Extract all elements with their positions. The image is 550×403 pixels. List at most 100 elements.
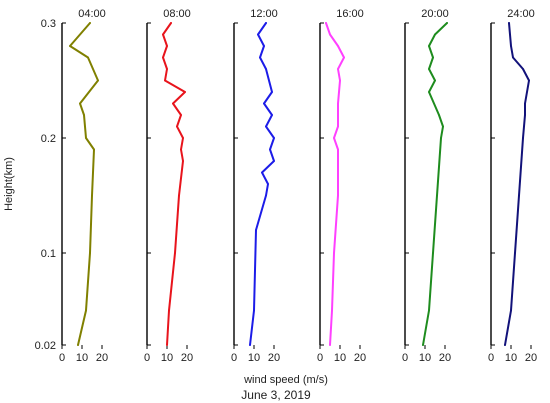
data-point [504, 344, 506, 346]
data-point [174, 252, 176, 254]
data-point [428, 45, 430, 47]
panel-5: 0 10 20 24:00 [488, 8, 537, 364]
x-axis-title: wind speed (m/s) [243, 374, 328, 386]
x-tick-label: 20 [525, 352, 537, 364]
data-point [337, 194, 339, 197]
panel-3: 0 10 20 16:00 [317, 8, 366, 364]
data-point [265, 68, 267, 70]
x-tick-label: 0 [402, 352, 408, 364]
data-point [337, 102, 339, 105]
x-tick-label: 10 [248, 352, 260, 364]
data-point [89, 252, 91, 254]
panel-2: 0 10 20 12:00 [231, 8, 280, 364]
y-tick-label: 0.1 [41, 248, 56, 260]
x-tick-label: 10 [334, 352, 346, 364]
data-point [162, 33, 164, 36]
data-point [89, 22, 91, 24]
x-tick-label: 0 [488, 352, 494, 364]
panel-0: 0 10 20 04:00 [59, 8, 108, 364]
panel-title: 12:00 [250, 8, 278, 20]
y-axis-title-group: Height(km) [3, 157, 15, 211]
data-point [170, 22, 172, 24]
data-point [265, 125, 267, 128]
data-point [522, 137, 524, 139]
x-tick-label: 10 [161, 352, 173, 364]
data-point [263, 102, 265, 105]
data-point [273, 160, 275, 162]
data-point [510, 45, 512, 47]
data-point [442, 125, 444, 128]
data-point [97, 79, 99, 82]
data-point [440, 137, 442, 139]
data-point [87, 56, 89, 59]
data-point [255, 229, 257, 231]
y-axis-title: Height(km) [3, 157, 15, 211]
data-point [265, 194, 267, 197]
data-point [331, 309, 333, 312]
data-point [271, 114, 273, 116]
data-point [182, 137, 184, 139]
data-point [518, 194, 520, 197]
data-point [261, 171, 263, 174]
panel-title: 24:00 [507, 8, 535, 20]
data-point [180, 148, 182, 151]
panel-title: 08:00 [163, 8, 191, 20]
x-tick-label: 10 [505, 352, 517, 364]
data-point [432, 56, 434, 59]
data-point [77, 344, 79, 346]
data-point [333, 137, 335, 139]
x-tick-label: 0 [144, 352, 150, 364]
data-point [434, 79, 436, 82]
data-point [512, 56, 514, 59]
x-tick-label: 20 [354, 352, 366, 364]
y-tick-label: 0.3 [41, 18, 56, 30]
data-point [428, 309, 430, 312]
data-point [176, 125, 178, 128]
data-point [166, 344, 168, 346]
data-point [263, 45, 265, 47]
data-point [164, 79, 166, 82]
data-point [249, 344, 251, 346]
panel-1: 0 10 20 08:00 [144, 8, 193, 364]
data-point [428, 91, 430, 93]
data-point [269, 148, 271, 151]
data-point [432, 252, 434, 254]
data-point [166, 68, 168, 70]
panel-4: 0 10 20 20:00 [402, 8, 451, 364]
panel-title: 16:00 [336, 8, 364, 20]
data-point [434, 33, 436, 36]
data-point [528, 79, 530, 82]
data-point [69, 45, 71, 47]
data-point [524, 102, 526, 105]
data-point [168, 309, 170, 312]
series-line [504, 22, 530, 346]
data-point [339, 79, 341, 82]
data-point [259, 56, 261, 59]
x-tick-label: 20 [181, 352, 193, 364]
data-point [85, 309, 87, 312]
data-point [93, 148, 95, 151]
data-point [422, 344, 424, 346]
x-tick-label: 20 [96, 352, 108, 364]
data-point [253, 309, 255, 312]
data-point [273, 137, 275, 139]
data-point [162, 56, 164, 59]
data-point [522, 68, 524, 70]
panel-title: 20:00 [421, 8, 449, 20]
y-tick-label: 0.02 [35, 340, 56, 352]
data-point [91, 194, 93, 197]
data-point [172, 102, 174, 105]
data-point [508, 22, 510, 24]
data-point [510, 309, 512, 312]
panels: 0 10 20 04:00 0 10 20 08:00 0 10 20 12:00 0 10 20 16:00… [59, 8, 537, 364]
series-line [325, 22, 345, 346]
data-point [180, 114, 182, 116]
series-line [249, 22, 275, 346]
chart-caption: June 3, 2019 [241, 388, 311, 402]
data-point [524, 114, 526, 116]
data-point [325, 22, 327, 24]
y-axis-ticks: 0.3 0.2 0.1 0.02 [35, 18, 56, 352]
x-tick-label: 10 [419, 352, 431, 364]
data-point [329, 33, 331, 36]
